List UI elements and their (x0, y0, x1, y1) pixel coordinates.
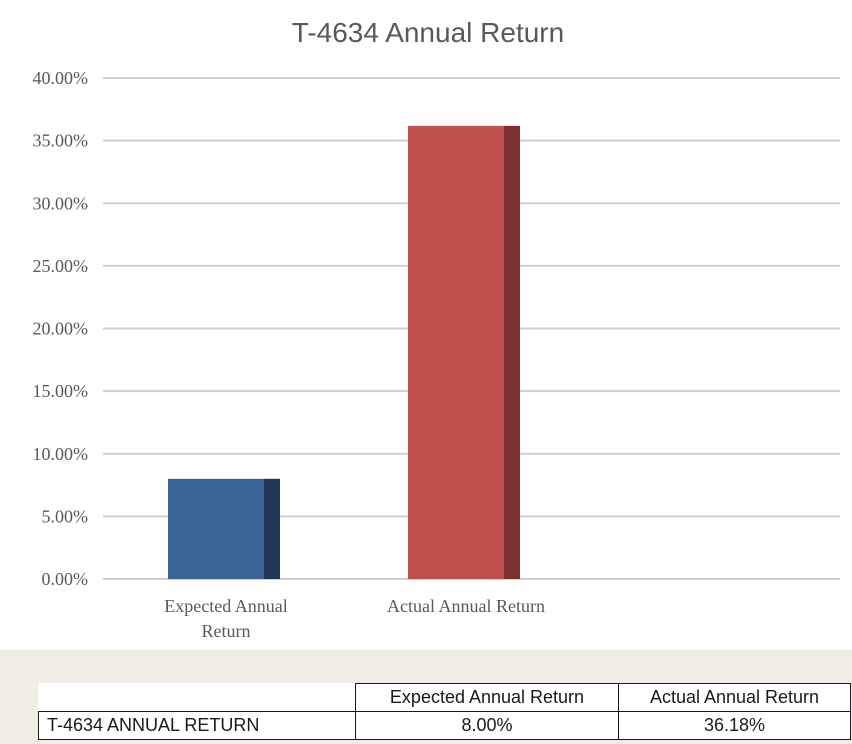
bar-side (504, 125, 520, 580)
bar (408, 125, 504, 580)
y-tick-label: 0.00% (42, 569, 89, 589)
table-cell: 8.00% (355, 711, 619, 740)
bar-chart: T-4634 Annual Return 0.00% 5.00% 10.00% 15.… (33, 17, 840, 641)
y-tick-label: 30.00% (33, 193, 89, 213)
table-cell: T-4634 ANNUAL RETURN (38, 711, 356, 740)
y-tick-label: 10.00% (33, 444, 89, 464)
table-header-cell (38, 683, 356, 712)
table-header-cell: Expected Annual Return (355, 683, 619, 712)
data-table: Expected Annual Return Actual Annual Ret… (38, 683, 851, 740)
table-header-row: Expected Annual Return Actual Annual Ret… (38, 683, 851, 712)
chart-title: T-4634 Annual Return (292, 17, 564, 48)
y-tick-label: 15.00% (33, 381, 89, 401)
table-row: T-4634 ANNUAL RETURN 8.00% 36.18% (38, 711, 851, 740)
bar-side (264, 478, 280, 579)
x-category-label: Expected Annual (164, 596, 287, 616)
bar (168, 478, 264, 579)
y-axis-ticks: 0.00% 5.00% 10.00% 15.00% 20.00% 25.00% 30.00%… (33, 68, 89, 589)
y-tick-label: 25.00% (33, 256, 89, 276)
chart-panel: T-4634 Annual Return 0.00% 5.00% 10.00% 15.… (0, 0, 852, 650)
y-tick-label: 5.00% (42, 506, 89, 526)
y-tick-label: 35.00% (33, 131, 89, 151)
table-header-cell: Actual Annual Return (618, 683, 851, 712)
x-category-label: Return (202, 621, 251, 641)
y-tick-label: 20.00% (33, 319, 89, 339)
x-axis-categories: Expected Annual Return Actual Annual Retur… (164, 596, 545, 641)
bars (168, 125, 520, 580)
x-category-label: Actual Annual Return (387, 596, 545, 616)
y-tick-label: 40.00% (33, 68, 89, 88)
table-cell: 36.18% (618, 711, 851, 740)
